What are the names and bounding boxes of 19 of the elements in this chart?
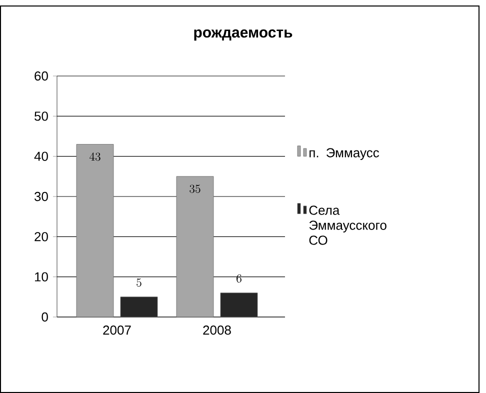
bar	[120, 296, 158, 318]
y-tick-label: 60	[34, 71, 48, 81]
y-tick-label: 10	[34, 272, 48, 282]
data-label: 35	[190, 184, 200, 193]
legend-label: п. Эммаусс	[310, 148, 380, 160]
y-tick-label: 30	[34, 192, 48, 202]
data-label: 43	[89, 152, 100, 161]
legend-label: Села Эммаусского СО	[309, 206, 386, 245]
bar	[220, 292, 258, 318]
chart-title: рождаемость	[194, 29, 292, 41]
x-tick-label: 2008	[203, 326, 231, 335]
data-label: 5	[136, 278, 142, 287]
y-tick-label: 50	[34, 112, 48, 121]
y-tick-label: 40	[34, 152, 48, 161]
bar	[76, 144, 114, 318]
y-tick-label: 0	[42, 312, 48, 322]
x-tick-label: 2007	[103, 326, 131, 335]
y-tick-label: 20	[34, 232, 48, 242]
bar	[176, 176, 214, 318]
